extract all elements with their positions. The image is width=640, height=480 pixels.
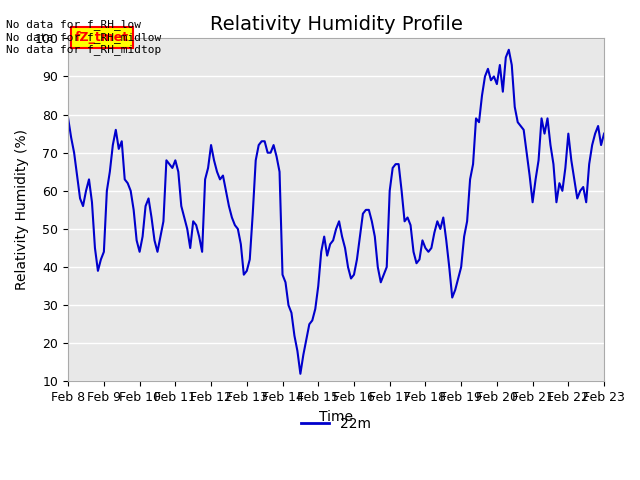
Text: No data for f_RH_low
No data for f_RH_midlow
No data for f_RH_midtop: No data for f_RH_low No data for f_RH_mi…: [6, 19, 162, 55]
Legend: 22m: 22m: [296, 411, 376, 436]
Title: Relativity Humidity Profile: Relativity Humidity Profile: [210, 15, 463, 34]
Text: fZ_tmet: fZ_tmet: [75, 31, 129, 44]
Y-axis label: Relativity Humidity (%): Relativity Humidity (%): [15, 130, 29, 290]
X-axis label: Time: Time: [319, 410, 353, 424]
